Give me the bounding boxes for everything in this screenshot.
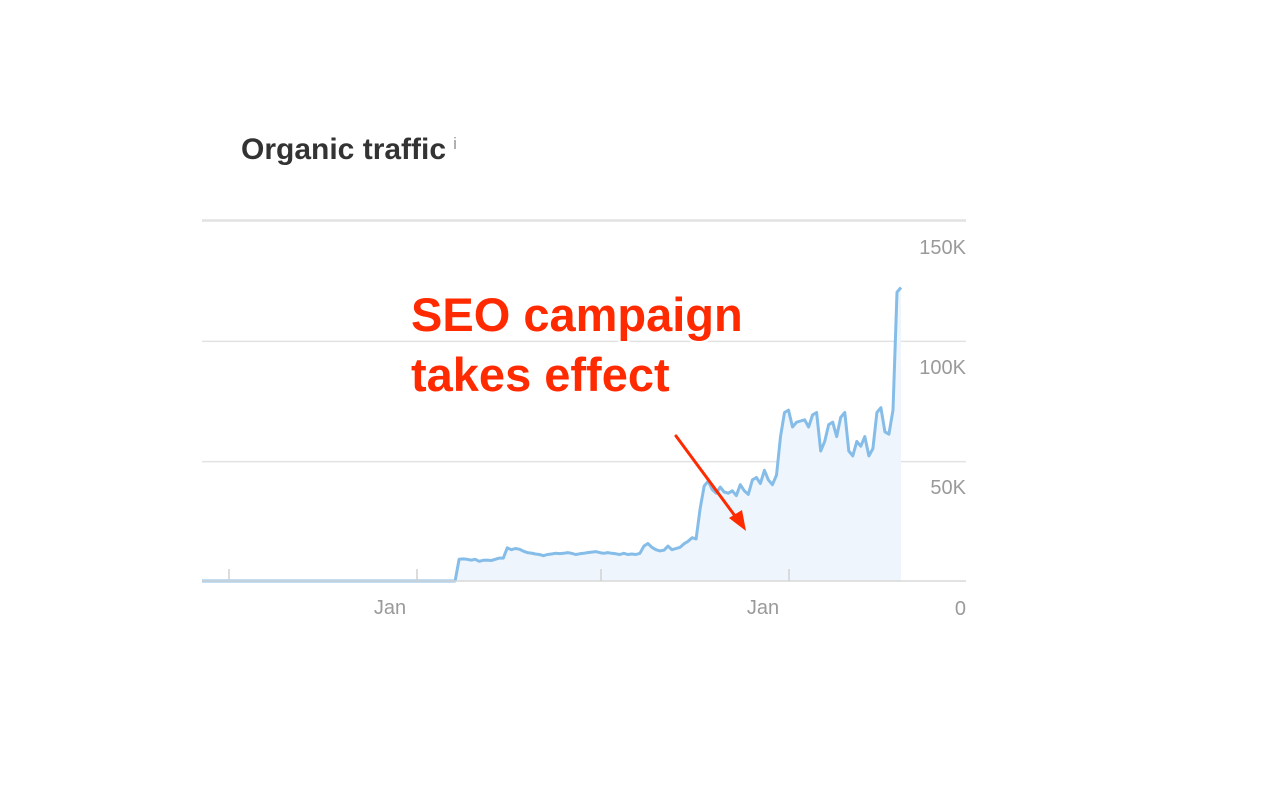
- annotation-arrowhead: [729, 510, 746, 531]
- y-tick-label-2: 100K: [919, 357, 966, 379]
- y-tick-label-1: 50K: [930, 477, 966, 499]
- tick-labels: Jan Jan 0 50K 100K 150K: [374, 237, 967, 620]
- annotation-layer: SEO campaign takes effect: [409, 286, 746, 531]
- traffic-area: [202, 287, 901, 581]
- annotation-text-line-1: SEO campaign: [411, 288, 743, 341]
- y-tick-label-0: 0: [955, 598, 966, 620]
- annotation-text-line-2: takes effect: [411, 348, 670, 401]
- chart-title: Organic traffic: [241, 133, 447, 166]
- chart-header: Organic traffic i: [241, 131, 457, 169]
- y-tick-label-3: 150K: [919, 237, 966, 259]
- annotation-arrow-line: [674, 434, 740, 522]
- x-tick-label-0: Jan: [374, 597, 406, 619]
- x-tick-label-1: Jan: [747, 597, 779, 619]
- info-icon[interactable]: i: [453, 134, 457, 153]
- x-axis: [202, 569, 966, 582]
